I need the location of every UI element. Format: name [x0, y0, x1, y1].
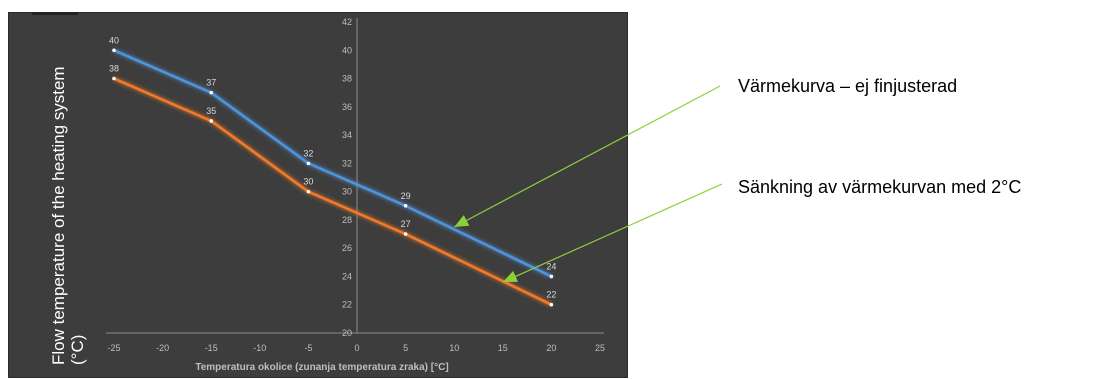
x-tick-label: 20 — [546, 343, 556, 353]
data-label: 24 — [546, 261, 556, 271]
data-point — [209, 119, 213, 123]
axes-layer: -25 -20 -15 -10 -5 0 5 10 15 20 25 20 22 24 26 28 30 32 34… — [106, 17, 605, 353]
data-label: 32 — [303, 148, 313, 158]
series-line-0 — [113, 49, 552, 278]
x-tick-label: 0 — [354, 343, 359, 353]
data-label: 37 — [206, 78, 216, 88]
data-point — [549, 274, 554, 279]
y-tick-label: 26 — [342, 243, 352, 253]
annotation-arrow-line — [502, 183, 723, 283]
data-point — [112, 48, 116, 53]
x-tick-label: 10 — [449, 343, 459, 353]
data-label: 40 — [109, 35, 119, 45]
series-layer — [112, 48, 554, 307]
y-tick-label: 34 — [342, 130, 352, 140]
x-tick-label: 15 — [498, 343, 508, 353]
annotation-arrow-line — [453, 85, 721, 228]
data-label: 38 — [109, 64, 119, 74]
data-point — [549, 302, 554, 307]
x-tick-label: 25 — [595, 343, 605, 353]
y-tick-label: 30 — [342, 187, 352, 197]
data-point — [403, 203, 408, 208]
y-tick-label: 42 — [342, 17, 352, 27]
data-label: 35 — [206, 106, 216, 116]
data-label: 30 — [303, 177, 313, 187]
x-tick-label: -10 — [253, 343, 266, 353]
y-tick-label: 22 — [342, 300, 352, 310]
annotation-arrows — [453, 85, 723, 283]
chart-panel-tab — [32, 12, 78, 15]
x-tick-label: 5 — [403, 343, 408, 353]
x-tick-label: -5 — [304, 343, 312, 353]
data-point — [403, 232, 408, 236]
annotation-arrowhead — [502, 270, 519, 283]
series-line-1 — [113, 77, 552, 306]
data-point — [209, 90, 213, 95]
data-labels-layer: 40 37 32 29 24 38 35 30 27 22 — [109, 35, 556, 299]
annotation-label-lowered-curve: Sänkning av värmekurvan med 2°C — [738, 177, 1022, 197]
y-axis-title: Flow temperature of the heating system (… — [49, 66, 87, 365]
y-tick-label: 40 — [342, 45, 352, 55]
y-tick-label: 36 — [342, 102, 352, 112]
annotation-label-unadjusted-curve: Värmekurva – ej finjusterad — [738, 76, 958, 96]
x-tick-label: -25 — [107, 343, 120, 353]
x-tick-label: -20 — [156, 343, 169, 353]
data-point — [306, 189, 311, 194]
annotation-arrowhead — [454, 215, 470, 227]
x-axis-title: Temperatura okolice (zunanja temperatura… — [195, 362, 448, 373]
x-tick-label: -15 — [205, 343, 218, 353]
data-label: 22 — [546, 290, 556, 300]
data-point — [306, 161, 311, 166]
y-tick-label: 32 — [342, 158, 352, 168]
y-tick-label: 38 — [342, 74, 352, 84]
y-tick-label: 20 — [342, 328, 352, 338]
y-tick-label: 28 — [342, 215, 352, 225]
data-label: 29 — [401, 191, 411, 201]
data-label: 27 — [401, 219, 411, 229]
y-tick-label: 24 — [342, 271, 352, 281]
data-point — [112, 76, 116, 81]
